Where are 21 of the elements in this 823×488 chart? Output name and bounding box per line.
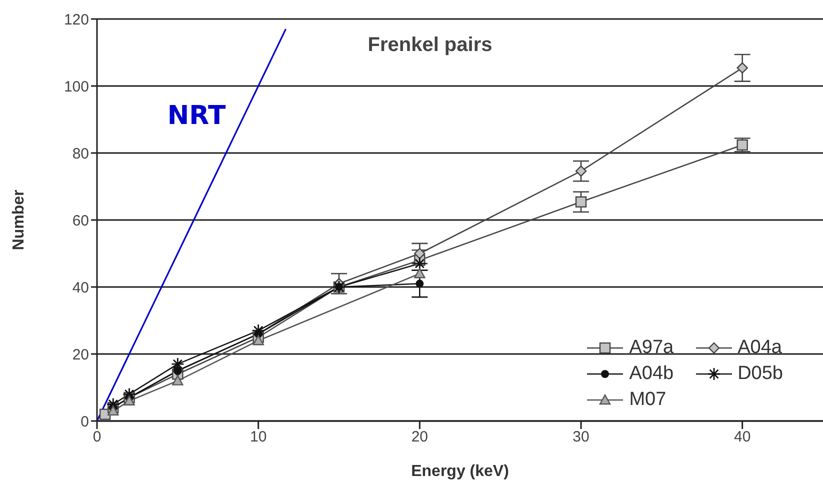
- x-tick-label: 0: [92, 428, 102, 446]
- y-tick-label: 120: [64, 11, 89, 28]
- y-tick-label: 0: [80, 413, 89, 430]
- legend-label: A04a: [738, 337, 782, 359]
- legend-label: A04b: [629, 363, 674, 385]
- legend-label: M07: [629, 389, 666, 411]
- y-tick-label: 40: [72, 279, 89, 296]
- x-tick-label: 30: [572, 428, 590, 446]
- y-axis-title: Number: [10, 190, 28, 250]
- y-tick-label: 60: [72, 212, 89, 230]
- x-tick-label: 10: [250, 428, 267, 446]
- x-tick-label: 20: [411, 428, 428, 446]
- series-label: NRT: [167, 101, 226, 132]
- y-tick-label: 80: [72, 145, 89, 162]
- text: Frenkel pairs: [368, 34, 492, 56]
- y-tick-label: 20: [72, 346, 89, 364]
- legend-label: D05b: [738, 363, 783, 385]
- legend-label: A97a: [629, 337, 674, 359]
- x-tick-label: 40: [734, 428, 751, 446]
- y-tick-label: 100: [64, 78, 89, 96]
- x-axis-title: Energy (keV): [411, 463, 509, 480]
